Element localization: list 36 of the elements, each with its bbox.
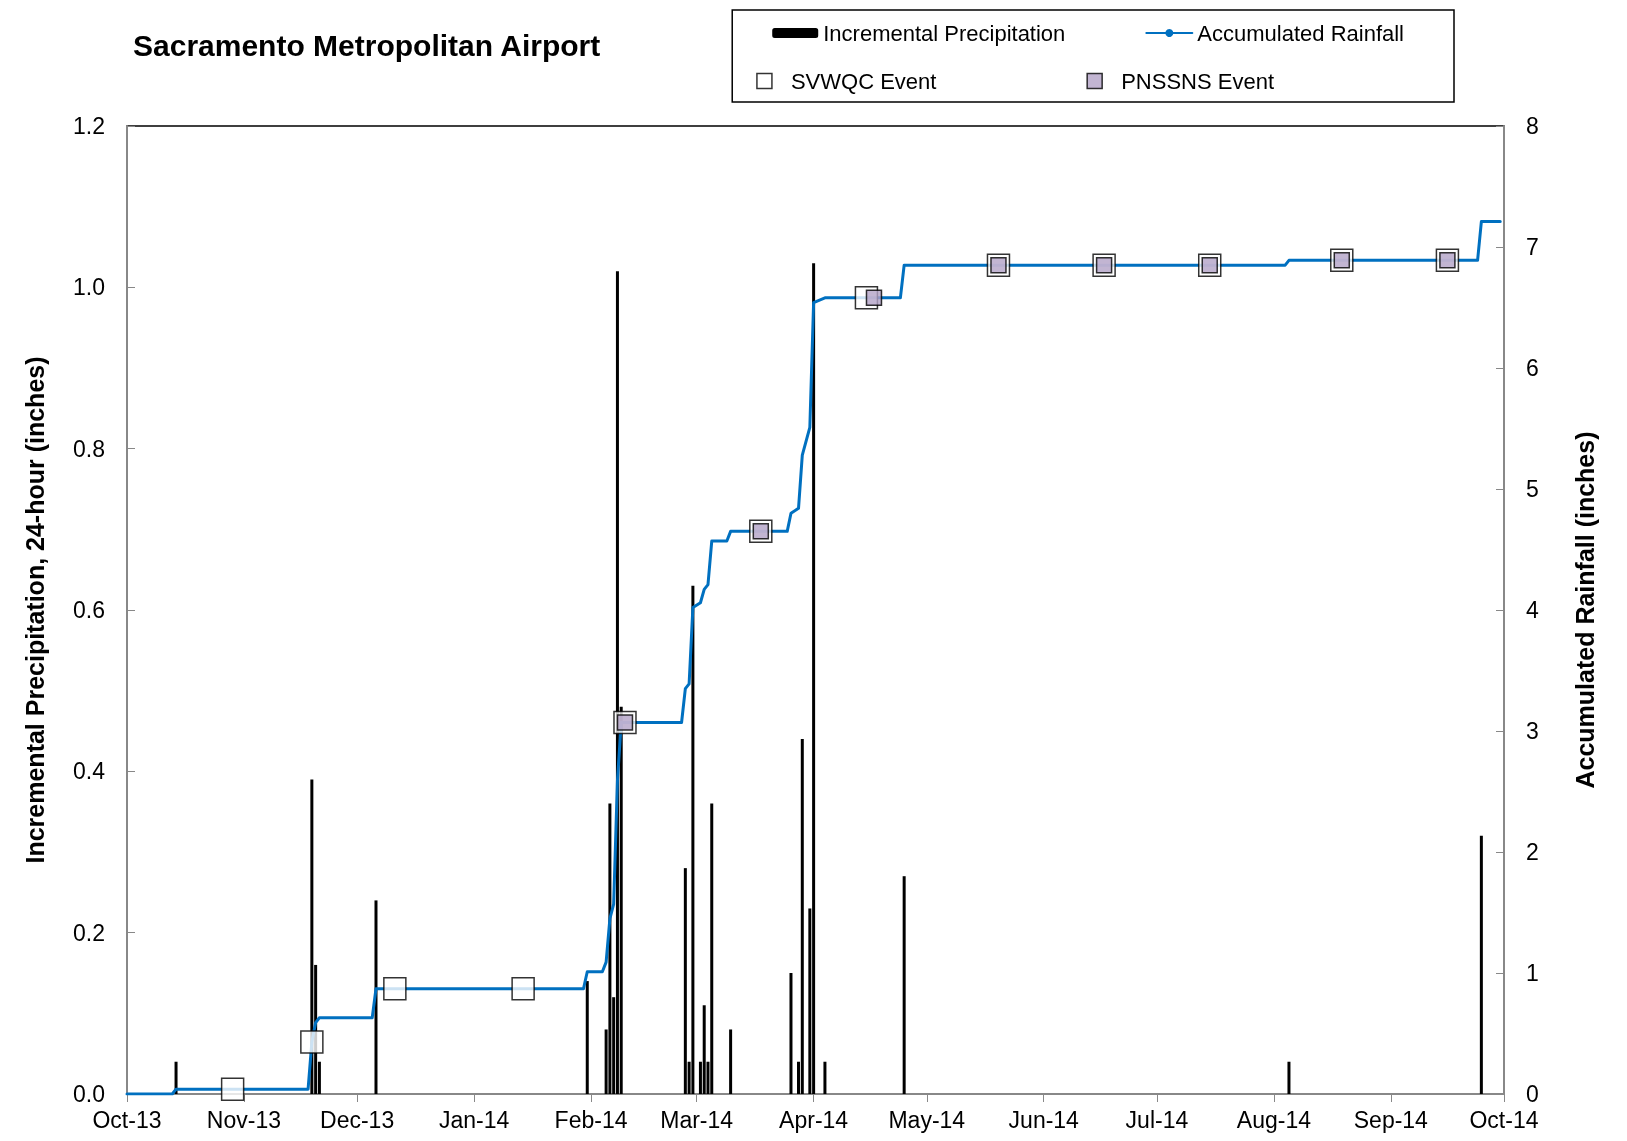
- x-tick-label: Oct-14: [1469, 1106, 1539, 1133]
- y-tick-label: 0.4: [73, 758, 106, 785]
- y2-tick-label: 1: [1526, 960, 1539, 986]
- y2-tick-label: 6: [1526, 355, 1539, 381]
- x-tick-label: Oct-13: [92, 1106, 162, 1133]
- y2-axis-title: Accumulated Rainfall (inches): [1570, 431, 1599, 789]
- y-tick-label: 1.0: [73, 274, 105, 301]
- y2-tick-label: 5: [1526, 476, 1539, 502]
- legend-label: SVWQC Event: [790, 68, 937, 94]
- y2-tick-label: 4: [1526, 597, 1539, 623]
- y2-tick-label: 2: [1526, 839, 1539, 865]
- y-tick-label: 0.2: [73, 919, 105, 946]
- y-tick-label: 1.2: [73, 113, 105, 139]
- x-tick-label: Jul-14: [1125, 1106, 1189, 1133]
- y2-tick-label: 0: [1526, 1081, 1539, 1107]
- y2-tick-label: 7: [1526, 234, 1539, 260]
- y-tick-label: 0.6: [73, 597, 105, 623]
- legend-label: PNSSNS Event: [1121, 68, 1274, 94]
- x-tick-label: Jan-14: [438, 1106, 510, 1133]
- y2-tick-label: 3: [1526, 718, 1539, 744]
- x-tick-label: Dec-13: [320, 1106, 395, 1133]
- x-tick-label: Feb-14: [554, 1106, 628, 1133]
- x-tick-label: Apr-14: [779, 1106, 849, 1133]
- x-tick-label: Nov-13: [206, 1106, 282, 1133]
- legend-label: Accumulated Rainfall: [1197, 20, 1405, 46]
- y-tick-label: 0.0: [73, 1081, 105, 1107]
- y-tick-label: 0.8: [73, 435, 105, 462]
- chart-title: Sacramento Metropolitan Airport: [133, 28, 601, 62]
- x-tick-label: Sep-14: [1353, 1106, 1429, 1133]
- y2-tick-label: 8: [1526, 113, 1539, 139]
- x-tick-label: Aug-14: [1236, 1106, 1312, 1133]
- x-tick-label: May-14: [888, 1106, 966, 1133]
- x-tick-label: Jun-14: [1008, 1106, 1080, 1133]
- y-axis-title: Incremental Precipitation, 24-hour (inches): [20, 356, 49, 864]
- legend-label: Incremental Precipitation: [823, 20, 1066, 46]
- x-tick-label: Mar-14: [660, 1106, 734, 1133]
